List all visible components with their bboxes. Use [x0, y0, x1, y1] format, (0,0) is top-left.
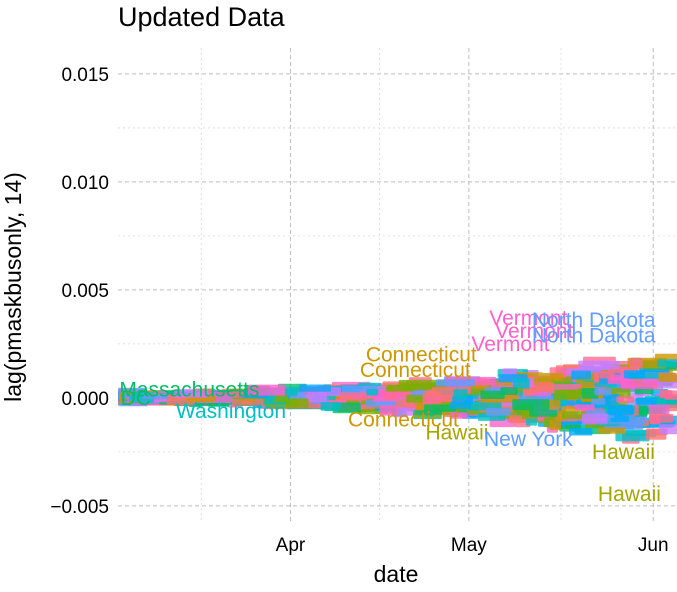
data-labels: HawaiiHawaiiHawaiiConnecticutConnecticut… [103, 307, 661, 506]
data-mark [591, 398, 606, 405]
data-cloud [118, 353, 677, 444]
x-tick-label: May [451, 535, 487, 556]
data-mark [424, 404, 457, 412]
data-mark [340, 392, 367, 401]
state-label: Connecticut [360, 359, 471, 382]
data-mark [581, 388, 599, 399]
data-mark [657, 381, 677, 389]
y-tick-labels: 0.015 0.010 0.005 0.000 −0.005 [50, 65, 109, 518]
state-label: Hawaii [592, 441, 655, 464]
data-mark [581, 413, 608, 425]
state-label: Vermont [489, 307, 567, 330]
data-mark [509, 415, 522, 424]
data-mark [610, 414, 629, 422]
data-mark [453, 389, 468, 400]
data-mark [480, 390, 505, 399]
y-tick-label: 0.005 [61, 281, 109, 302]
data-mark [658, 373, 677, 382]
data-mark [543, 373, 564, 381]
state-label: Hawaii [598, 483, 661, 506]
data-mark [366, 389, 379, 396]
data-mark [384, 393, 398, 401]
data-mark [657, 359, 677, 368]
data-mark [274, 394, 289, 403]
state-label: DC [121, 387, 151, 410]
data-mark [449, 412, 468, 419]
data-mark [659, 390, 673, 399]
data-mark [568, 427, 593, 436]
data-mark [299, 384, 332, 392]
data-mark [142, 392, 169, 400]
data-mark [599, 370, 615, 379]
state-label: Vermont [495, 320, 573, 343]
state-label: DC [103, 387, 133, 410]
data-mark [525, 418, 538, 426]
y-tick-label: 0.010 [61, 173, 109, 194]
data-mark [435, 379, 469, 387]
data-mark [529, 409, 558, 417]
data-mark [623, 370, 645, 379]
data-mark [636, 397, 657, 405]
data-mark [422, 394, 442, 405]
state-label: New York [484, 428, 573, 451]
data-mark [231, 391, 244, 398]
x-tick-labels: Apr May Jun [276, 535, 669, 556]
data-mark [629, 358, 643, 368]
data-mark [402, 407, 415, 416]
data-mark [379, 405, 399, 416]
data-mark [247, 384, 285, 396]
data-mark [554, 389, 578, 400]
data-mark [571, 370, 591, 380]
data-mark [574, 404, 595, 411]
state-label: Connecticut [348, 408, 459, 431]
x-tick-label: Jun [638, 535, 669, 556]
data-mark [174, 390, 209, 398]
chart-title: Updated Data [118, 2, 286, 32]
data-mark [598, 427, 626, 434]
data-mark [398, 379, 409, 390]
data-mark [658, 424, 677, 435]
data-mark [512, 399, 550, 411]
state-label: Vermont [471, 333, 549, 356]
x-axis-title: date [374, 561, 419, 587]
state-label: Hawaii [425, 421, 488, 444]
data-mark [648, 404, 670, 415]
data-mark [594, 388, 612, 396]
data-mark [286, 398, 309, 408]
data-mark [413, 410, 442, 420]
data-mark [512, 378, 530, 389]
data-mark [549, 419, 561, 431]
data-mark [578, 360, 610, 370]
state-label: Massachusetts [119, 378, 259, 401]
y-tick-label: 0.000 [61, 389, 109, 410]
y-axis-title: lag(pmaskbusonly, 14) [0, 172, 26, 402]
state-label: North Dakota [532, 324, 656, 347]
data-mark [608, 404, 634, 416]
data-mark [616, 396, 635, 403]
data-mark [649, 413, 674, 423]
data-mark [468, 376, 497, 386]
data-mark [486, 408, 511, 416]
y-tick-label: −0.005 [50, 497, 109, 518]
x-tick-label: Apr [276, 535, 306, 556]
data-mark [320, 402, 341, 411]
data-mark [406, 394, 428, 403]
data-mark [620, 378, 658, 390]
data-mark [500, 387, 518, 395]
state-label: Connecticut [366, 344, 477, 367]
state-label: North Dakota [532, 309, 656, 332]
state-label: Washington [176, 400, 286, 423]
y-tick-label: 0.015 [61, 65, 109, 86]
data-mark [365, 399, 402, 407]
data-mark [625, 429, 650, 437]
